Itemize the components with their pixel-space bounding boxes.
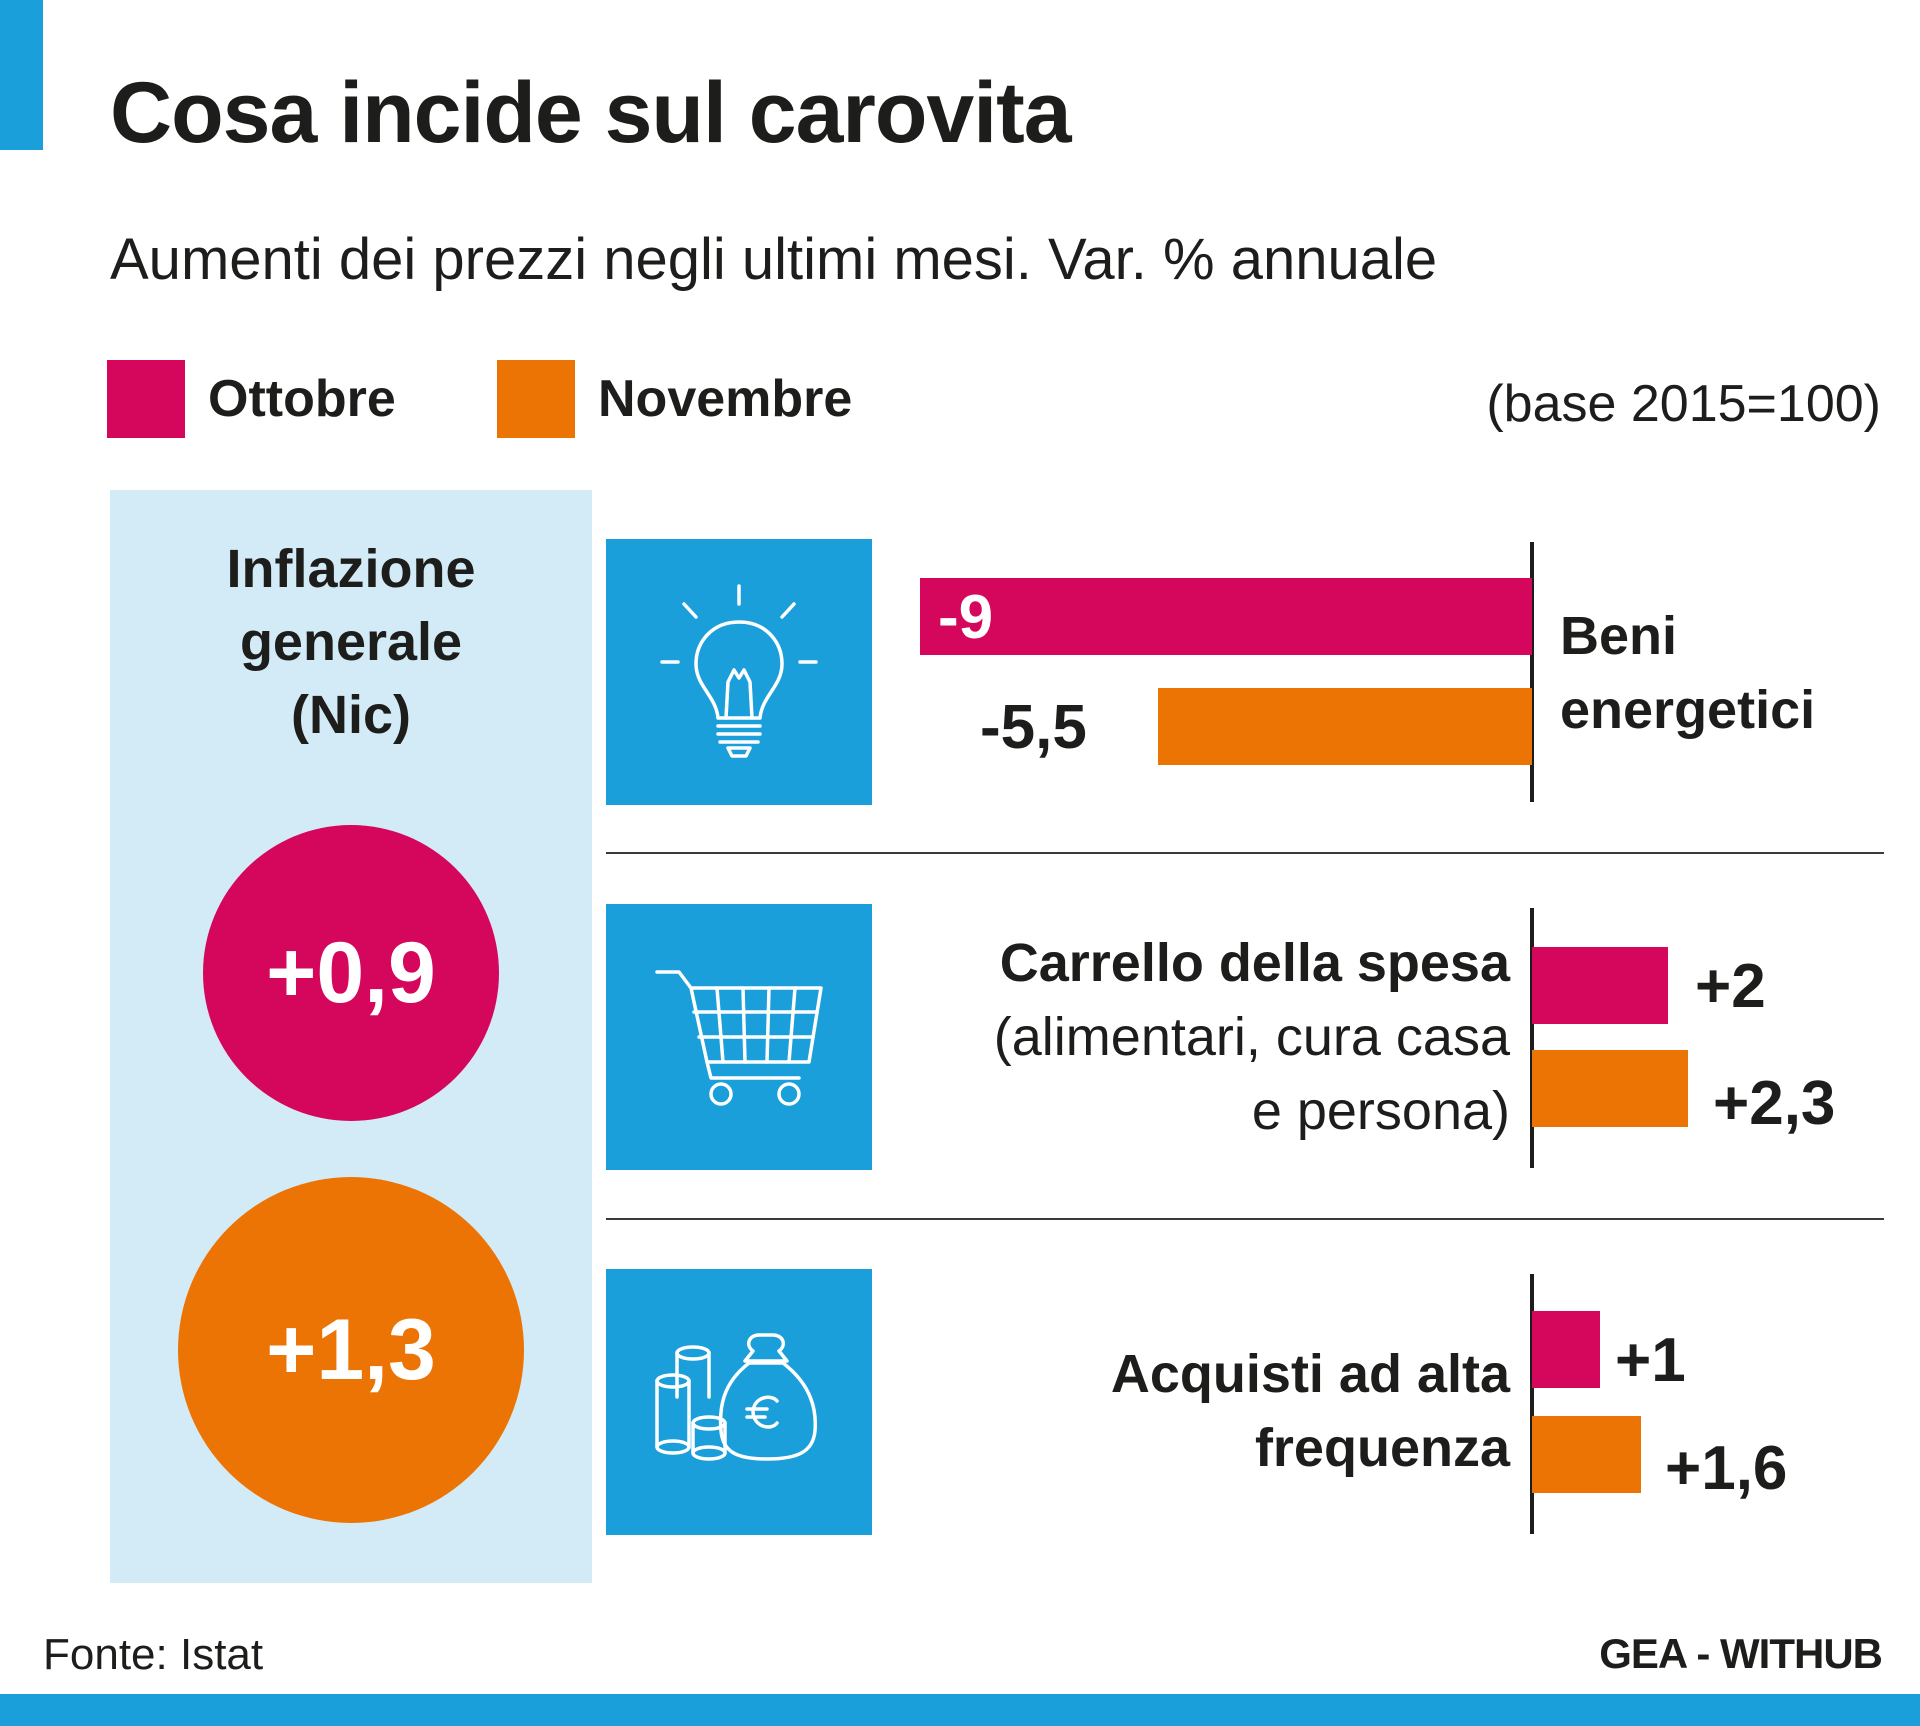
bar-purchases-ottobre xyxy=(1532,1311,1600,1388)
bottom-accent-bar xyxy=(0,1694,1920,1726)
legend-label-novembre: Novembre xyxy=(598,370,853,428)
value-label-purchases-novembre: +1,6 xyxy=(1665,1434,1788,1503)
zero-axis xyxy=(1530,908,1534,1168)
legend-swatch-ottobre xyxy=(107,360,185,438)
value-label-energy-ottobre: -9 xyxy=(938,583,994,652)
legend-label-ottobre: Ottobre xyxy=(208,370,396,428)
general-inflation-title-line: (Nic) xyxy=(291,685,411,745)
section-separator xyxy=(606,1218,1884,1220)
credit-label: GEA - WITHUB xyxy=(1599,1630,1883,1677)
category-label-line: frequenza xyxy=(1254,1418,1510,1478)
value-label-cart-novembre: +2,3 xyxy=(1713,1069,1836,1138)
category-label-line: Acquisti ad alta xyxy=(1110,1344,1510,1404)
zero-axis xyxy=(1530,542,1534,802)
section-separator xyxy=(606,852,1884,854)
money-bag-coins-icon xyxy=(655,1333,818,1461)
category-label-cart: Carrello della spesa (alimentari, cura c… xyxy=(994,926,1510,1148)
general-inflation-title-line: generale xyxy=(239,612,463,672)
chart-title: Cosa incide sul carovita xyxy=(110,65,1072,161)
category-label-line: (alimentari, cura casa xyxy=(993,1007,1510,1067)
general-inflation-title: Inflazione generale (Nic) xyxy=(110,533,592,752)
bar-purchases-novembre xyxy=(1532,1416,1641,1493)
legend-swatch-novembre xyxy=(497,360,575,438)
zero-axis xyxy=(1530,1274,1534,1534)
category-label-energy: Beni energetici xyxy=(1560,599,1815,747)
base-note: (base 2015=100) xyxy=(1486,375,1881,433)
lightbulb-icon xyxy=(660,584,818,758)
general-inflation-ottobre-circle: +0,9 xyxy=(203,825,499,1121)
general-inflation-ottobre-value: +0,9 xyxy=(266,924,436,1021)
accent-bar xyxy=(0,0,43,150)
bar-cart-ottobre xyxy=(1532,947,1668,1024)
purchases-icon-box xyxy=(606,1269,872,1535)
bar-energy-novembre xyxy=(1158,688,1532,765)
value-label-energy-novembre: -5,5 xyxy=(980,693,1087,762)
source-note: Fonte: Istat xyxy=(43,1630,264,1679)
bar-cart-novembre xyxy=(1532,1050,1689,1127)
category-label-line: Beni xyxy=(1560,606,1678,666)
bar-energy-ottobre xyxy=(920,578,1532,655)
category-label-purchases: Acquisti ad alta frequenza xyxy=(1111,1337,1510,1485)
value-label-cart-ottobre: +2 xyxy=(1695,952,1766,1021)
cart-icon-box xyxy=(606,904,872,1170)
value-label-purchases-ottobre: +1 xyxy=(1615,1326,1686,1395)
general-inflation-title-line: Inflazione xyxy=(226,539,476,599)
chart-subtitle: Aumenti dei prezzi negli ultimi mesi. Va… xyxy=(110,227,1438,292)
general-inflation-novembre-circle: +1,3 xyxy=(178,1177,524,1523)
category-label-line: energetici xyxy=(1560,680,1816,740)
energy-icon-box xyxy=(606,539,872,805)
shopping-cart-icon xyxy=(655,970,823,1106)
category-label-line: Carrello della spesa xyxy=(999,933,1510,993)
category-label-line: e persona) xyxy=(1251,1081,1510,1141)
general-inflation-novembre-value: +1,3 xyxy=(266,1301,436,1398)
